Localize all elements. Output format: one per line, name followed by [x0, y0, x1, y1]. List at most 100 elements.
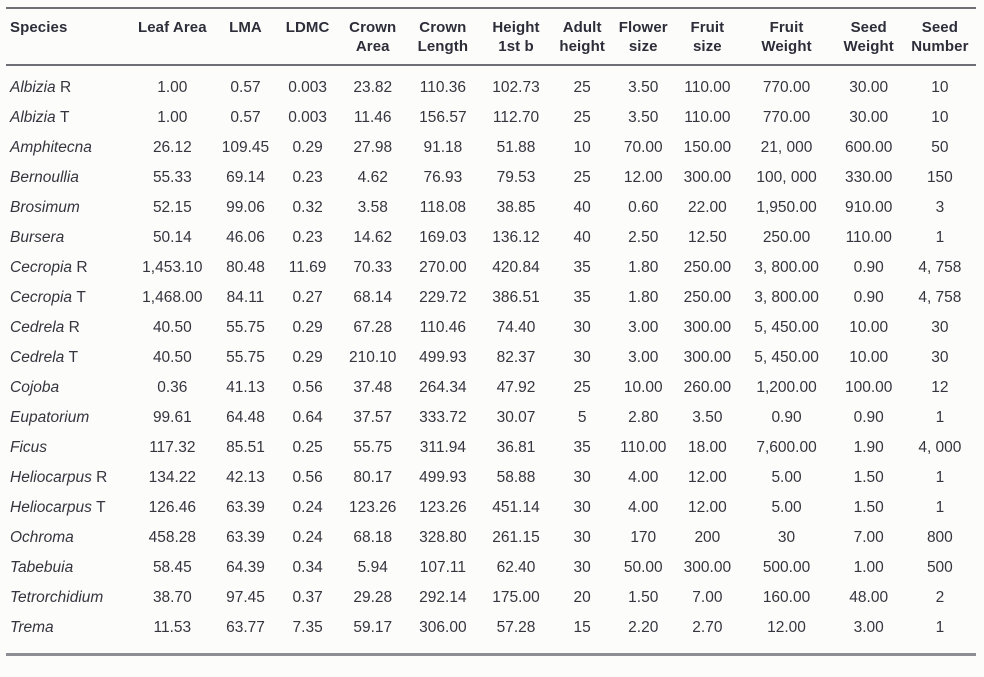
value-cell-fruit_weight: 500.00 [762, 559, 811, 576]
value-cell-seed_number: 500 [926, 559, 953, 576]
value-cell-crown_area: 67.28 [353, 319, 393, 336]
value-cell-fruit_size: 12.00 [687, 469, 727, 486]
value-cell-ldmc: 11.69 [288, 259, 327, 276]
value-cell-seed_weight: 1.00 [853, 559, 884, 576]
value-cell-height_1st_b: 30.07 [496, 409, 536, 426]
table-row: Albizia T 1.00 0.57 0.003 11.46 156.57 112.70 2… [6, 103, 976, 133]
value-cell-seed_number: 1 [935, 409, 945, 426]
column-header-seed_number: Seed Number [903, 7, 976, 66]
value-cell-fruit_size: 300.00 [683, 349, 732, 366]
value-cell-adult_height: 10 [573, 139, 591, 156]
species-cell: Ficus [6, 433, 130, 463]
value-cell-lma: 0.57 [230, 109, 261, 126]
value-cell-leaf_area: 1.00 [157, 79, 188, 96]
value-cell-lma: 80.48 [226, 259, 265, 276]
table-row: Amphitecna 26.12 109.45 0.29 27.98 91.18 51.88… [6, 133, 976, 163]
value-cell-seed_weight: 600.00 [844, 139, 893, 156]
value-cell-fruit_size: 250.00 [683, 289, 732, 306]
value-cell-crown_area: 37.57 [353, 409, 393, 426]
value-cell-crown_length: 110.36 [419, 79, 466, 96]
species-genus: Amphitecna [10, 139, 92, 156]
value-cell-flower_size: 1.50 [628, 589, 659, 606]
value-cell-seed_number: 1 [935, 619, 945, 636]
value-cell-leaf_area: 134.22 [148, 469, 197, 486]
value-cell-fruit_weight: 5, 450.00 [754, 319, 819, 336]
value-cell-fruit_weight: 7,600.00 [756, 439, 817, 456]
value-cell-flower_size: 3.00 [628, 319, 659, 336]
value-cell-seed_number: 30 [931, 319, 949, 336]
value-cell-crown_length: 229.72 [419, 289, 467, 306]
value-cell-adult_height: 35 [573, 289, 591, 306]
value-cell-flower_size: 1.80 [628, 259, 659, 276]
value-cell-seed_weight: 48.00 [849, 589, 889, 606]
table-row: Brosimum 52.15 99.06 0.32 3.58 118.08 38.85 40 0… [6, 193, 976, 223]
table-row: Ficus 117.32 85.51 0.25 55.75 311.94 36.81 35 11… [6, 433, 976, 463]
table-bottom-rule [6, 653, 976, 656]
value-cell-fruit_size: 3.50 [692, 409, 723, 426]
value-cell-fruit_weight: 770.00 [762, 79, 811, 96]
value-cell-fruit_size: 300.00 [683, 559, 732, 576]
table-row: Cedrela T 40.50 55.75 0.29 210.10 499.93 82.37… [6, 343, 976, 373]
column-header-crown_length: Crown Length [406, 7, 479, 66]
column-header-flower_size: Flower size [611, 7, 676, 66]
species-cell: Brosimum [6, 193, 130, 223]
species-cell: Tabebuia [6, 553, 130, 583]
value-cell-lma: 55.75 [226, 319, 265, 336]
species-genus: Cedrela [10, 319, 65, 336]
value-cell-height_1st_b: 261.15 [492, 529, 540, 546]
value-cell-seed_weight: 0.90 [853, 409, 884, 426]
species-traits-table: Species Leaf Area LMA LDMC Crown Area Crown L… [6, 7, 976, 653]
value-cell-lma: 99.06 [226, 199, 265, 216]
value-cell-crown_length: 270.00 [419, 259, 467, 276]
value-cell-height_1st_b: 451.14 [492, 499, 540, 516]
value-cell-crown_length: 110.46 [419, 319, 466, 336]
value-cell-leaf_area: 117.32 [149, 439, 196, 456]
value-cell-fruit_size: 260.00 [683, 379, 732, 396]
species-suffix: R [64, 319, 80, 336]
value-cell-adult_height: 15 [573, 619, 591, 636]
value-cell-fruit_size: 150.00 [683, 139, 732, 156]
value-cell-adult_height: 40 [573, 199, 591, 216]
species-cell: Albizia R [6, 65, 130, 103]
value-cell-height_1st_b: 58.88 [496, 469, 536, 486]
species-cell: Albizia T [6, 103, 130, 133]
species-genus: Bursera [10, 229, 65, 246]
value-cell-fruit_weight: 5, 450.00 [754, 349, 819, 366]
value-cell-fruit_weight: 100, 000 [756, 169, 817, 186]
value-cell-fruit_size: 300.00 [683, 169, 732, 186]
table-row: Tetrorchidium 38.70 97.45 0.37 29.28 292.14 17… [6, 583, 976, 613]
species-genus: Cedrela [10, 349, 65, 366]
value-cell-ldmc: 0.37 [292, 589, 323, 606]
value-cell-seed_number: 30 [931, 349, 949, 366]
value-cell-adult_height: 35 [573, 439, 591, 456]
value-cell-crown_area: 3.58 [357, 199, 388, 216]
value-cell-seed_weight: 100.00 [844, 379, 893, 396]
value-cell-crown_length: 499.93 [419, 469, 467, 486]
value-cell-fruit_weight: 5.00 [771, 469, 802, 486]
species-genus: Cecropia [10, 259, 73, 276]
species-cell: Cojoba [6, 373, 130, 403]
value-cell-adult_height: 30 [573, 529, 591, 546]
value-cell-seed_number: 2 [935, 589, 945, 606]
species-cell: Ochroma [6, 523, 130, 553]
value-cell-leaf_area: 26.12 [152, 139, 192, 156]
value-cell-seed_weight: 7.00 [853, 529, 884, 546]
value-cell-leaf_area: 50.14 [152, 229, 192, 246]
value-cell-adult_height: 40 [573, 229, 591, 246]
value-cell-leaf_area: 58.45 [152, 559, 192, 576]
species-genus: Cojoba [10, 379, 60, 396]
value-cell-crown_area: 59.17 [353, 619, 393, 636]
value-cell-seed_number: 800 [926, 529, 953, 546]
value-cell-crown_length: 118.08 [419, 199, 466, 216]
value-cell-adult_height: 25 [573, 79, 591, 96]
value-cell-leaf_area: 38.70 [152, 589, 192, 606]
value-cell-seed_weight: 10.00 [849, 319, 889, 336]
value-cell-fruit_size: 7.00 [692, 589, 723, 606]
value-cell-leaf_area: 1,468.00 [142, 289, 203, 306]
value-cell-crown_area: 29.28 [353, 589, 393, 606]
value-cell-seed_number: 1 [935, 469, 945, 486]
value-cell-leaf_area: 0.36 [157, 379, 188, 396]
species-suffix: R [91, 469, 108, 486]
species-cell: Cecropia R [6, 253, 130, 283]
table-header: Species Leaf Area LMA LDMC Crown Area Crown L… [6, 7, 976, 66]
